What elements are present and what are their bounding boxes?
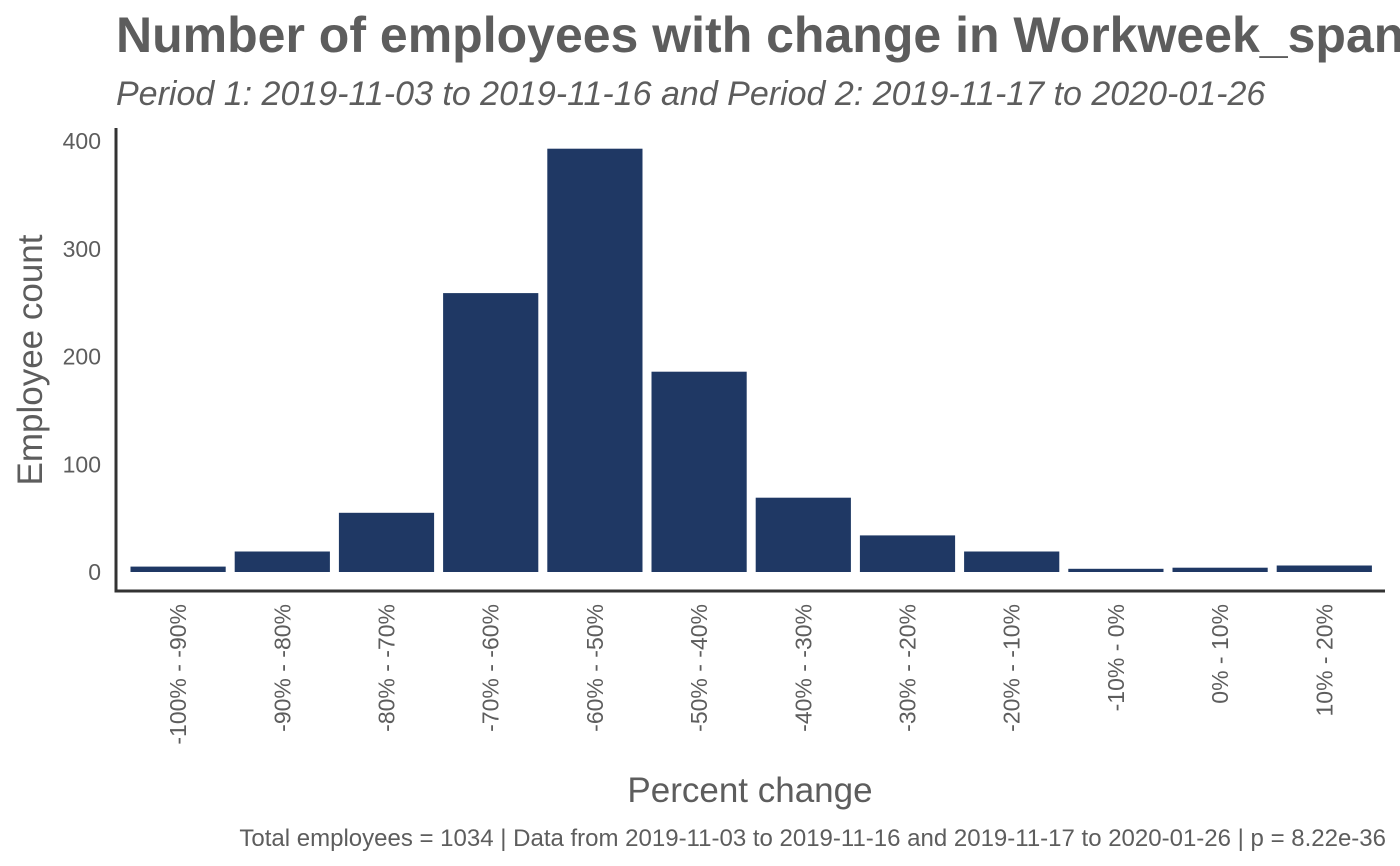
x-axis-title: Percent change bbox=[627, 771, 872, 810]
bar bbox=[338, 512, 435, 572]
y-tick-label: 100 bbox=[63, 451, 101, 477]
chart-subtitle: Period 1: 2019-11-03 to 2019-11-16 and P… bbox=[116, 75, 1265, 113]
x-tick-label: -50% - -40% bbox=[686, 604, 712, 732]
x-axis-ticks: -100% - -90% -90% - -80% -80% - -70% -70% -… bbox=[165, 604, 1337, 745]
x-tick-label: 10% - 20% bbox=[1311, 604, 1337, 717]
x-tick-label: -10% - 0% bbox=[1103, 604, 1129, 711]
y-tick-label: 200 bbox=[63, 344, 101, 370]
chart-title: Number of employees with change in Workw… bbox=[116, 7, 1400, 63]
bar bbox=[1068, 568, 1164, 572]
bar bbox=[651, 371, 747, 572]
x-tick-label: -100% - -90% bbox=[165, 604, 191, 745]
y-tick-label: 400 bbox=[63, 128, 101, 154]
bar bbox=[755, 497, 851, 572]
y-axis-ticks: 0 100 200 300 400 bbox=[63, 128, 101, 585]
x-tick-label: -70% - -60% bbox=[478, 604, 504, 732]
chart-caption: Total employees = 1034 | Data from 2019-… bbox=[239, 825, 1386, 852]
bar bbox=[1172, 567, 1268, 572]
y-tick-label: 0 bbox=[88, 559, 101, 585]
x-tick-label: -90% - -80% bbox=[269, 604, 295, 732]
bar bbox=[859, 535, 956, 572]
y-tick-label: 300 bbox=[63, 236, 101, 262]
bar bbox=[1276, 565, 1372, 572]
x-tick-label: -40% - -30% bbox=[790, 604, 816, 732]
x-tick-label: -60% - -50% bbox=[582, 604, 608, 732]
bar bbox=[964, 551, 1060, 572]
bars bbox=[130, 148, 1372, 572]
x-tick-label: 0% - 10% bbox=[1207, 604, 1233, 704]
bar bbox=[443, 293, 539, 572]
bar bbox=[130, 566, 226, 572]
x-tick-label: -80% - -70% bbox=[374, 604, 400, 732]
x-tick-label: -30% - -20% bbox=[895, 604, 921, 732]
x-tick-label: -20% - -10% bbox=[999, 604, 1025, 732]
bar bbox=[234, 551, 330, 572]
bar bbox=[547, 148, 643, 572]
y-axis-title: Employee count bbox=[11, 234, 50, 485]
